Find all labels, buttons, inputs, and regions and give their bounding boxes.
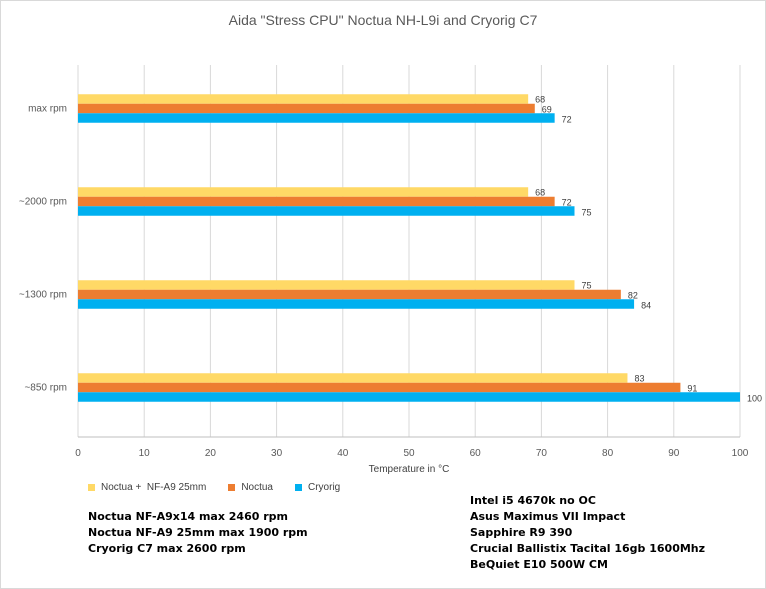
fan-spec-line: Noctua NF-A9x14 max 2460 rpm <box>88 510 288 523</box>
system-spec-line: Crucial Ballistix Tacital 16gb 1600Mhz <box>470 542 706 555</box>
bar-data-label: 72 <box>562 197 572 207</box>
bar-data-label: 82 <box>628 290 638 300</box>
system-spec-line: BeQuiet E10 500W CM <box>470 558 608 571</box>
x-tick-label: 90 <box>668 448 680 459</box>
legend-label-noctua-nfa9: Noctua + NF-A9 25mm <box>101 482 207 493</box>
legend-label-noctua: Noctua <box>241 482 273 493</box>
bar-data-label: 75 <box>582 207 592 217</box>
bar <box>78 382 681 393</box>
bar <box>78 280 575 290</box>
system-spec-line: Sapphire R9 390 <box>470 526 573 539</box>
x-tick-label: 60 <box>470 448 482 459</box>
bar <box>78 392 740 402</box>
x-tick-label: 100 <box>732 448 749 459</box>
legend-label-cryorig: Cryorig <box>308 482 341 493</box>
y-category-label: ~2000 rpm <box>19 197 67 208</box>
legend-swatch-noctua <box>228 484 236 491</box>
legend-item-noctua: Noctua <box>228 482 273 493</box>
system-specs-notes: Intel i5 4670k no OC Asus Maximus VII Im… <box>470 493 705 573</box>
x-tick-label: 80 <box>602 448 614 459</box>
bar <box>78 94 529 104</box>
y-category-label: max rpm <box>28 104 67 115</box>
system-spec-line: Intel i5 4670k no OC <box>470 494 596 507</box>
x-tick-label: 40 <box>337 448 349 459</box>
bar-data-label: 68 <box>535 187 545 197</box>
x-tick-label: 0 <box>75 448 81 459</box>
bar <box>78 289 621 300</box>
fan-specs-notes: Noctua NF-A9x14 max 2460 rpm Noctua NF-A… <box>88 509 308 557</box>
bar-data-label: 69 <box>542 104 552 114</box>
x-tick-label: 10 <box>139 448 151 459</box>
y-category-label: ~1300 rpm <box>19 290 67 301</box>
y-category-label: ~850 rpm <box>24 383 67 394</box>
chart-title: Aida "Stress CPU" Noctua NH-L9i and Cryo… <box>228 12 538 28</box>
legend-swatch-cryorig <box>295 484 302 491</box>
bar <box>78 299 635 309</box>
legend-item-cryorig: Cryorig <box>295 482 340 493</box>
bar <box>78 196 555 207</box>
bar-data-label: 68 <box>535 94 545 104</box>
fan-spec-line: Cryorig C7 max 2600 rpm <box>88 542 246 555</box>
bar <box>78 187 529 197</box>
bar-data-label: 84 <box>641 300 651 310</box>
bar <box>78 373 628 383</box>
bar-data-label: 72 <box>562 114 572 124</box>
bar <box>78 103 535 114</box>
x-axis-title: Temperature in °C <box>369 464 450 475</box>
bar <box>78 206 575 216</box>
x-tick-label: 70 <box>536 448 548 459</box>
legend-swatch-noctua-nfa9 <box>88 484 95 491</box>
x-tick-label: 50 <box>403 448 415 459</box>
bar-data-label: 75 <box>582 280 592 290</box>
bar <box>78 113 555 123</box>
fan-spec-line: Noctua NF-A9 25mm max 1900 rpm <box>88 526 308 539</box>
chart-legend: Noctua + NF-A9 25mm Noctua Cryorig <box>88 482 362 493</box>
bar-data-label: 83 <box>634 373 644 383</box>
x-tick-label: 20 <box>205 448 217 459</box>
x-tick-label: 30 <box>271 448 283 459</box>
system-spec-line: Asus Maximus VII Impact <box>470 510 626 523</box>
bar-data-label: 91 <box>687 383 697 393</box>
legend-item-noctua-nfa9: Noctua + NF-A9 25mm <box>88 482 206 493</box>
bar-data-label: 100 <box>747 393 762 403</box>
